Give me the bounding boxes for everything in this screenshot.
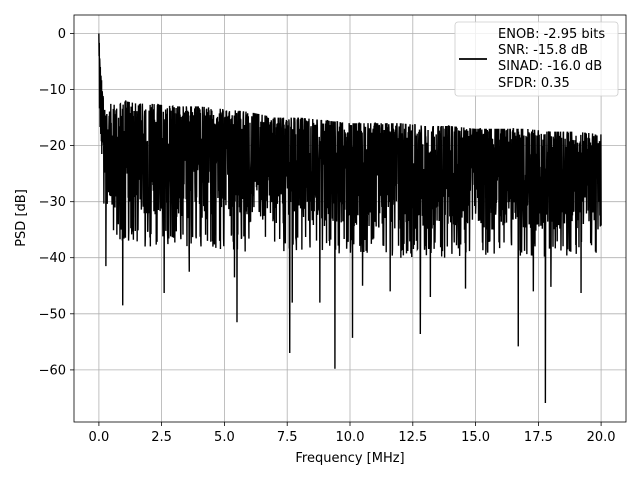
x-tick-label: 10.0 [336,430,365,445]
legend-entry-enob: ENOB: -2.95 bits [498,27,605,42]
x-tick-label: 12.5 [398,430,427,445]
y-axis-label: PSD [dB] [14,189,29,247]
x-tick-label: 7.5 [277,430,298,445]
x-tick-label: 0.0 [89,430,110,445]
x-axis-ticks: 0.0 2.5 5.0 7.5 10.0 12.5 15.0 17.5 20.0 [89,422,616,445]
legend-entry-sinad: SINAD: -16.0 dB [498,59,602,74]
legend: ENOB: -2.95 bits SNR: -15.8 dB SINAD: -1… [454,21,619,97]
y-axis-ticks: 0 −10 −20 −30 −40 −50 −60 [39,27,74,378]
legend-box [454,21,619,97]
x-tick-label: 17.5 [524,430,553,445]
y-tick-label: 0 [58,27,66,42]
x-tick-label: 2.5 [151,430,172,445]
y-tick-label: −40 [39,251,66,266]
legend-entry-snr: SNR: -15.8 dB [498,43,588,58]
x-tick-label: 20.0 [587,430,616,445]
y-tick-label: −30 [39,195,66,210]
y-tick-label: −60 [39,363,66,378]
psd-series-line [98,33,602,403]
x-tick-label: 15.0 [461,430,490,445]
plot-area [98,33,602,403]
y-tick-label: −20 [39,139,66,154]
x-tick-label: 5.0 [214,430,235,445]
y-tick-label: −50 [39,307,66,322]
legend-entry-sfdr: SFDR: 0.35 [498,76,570,91]
x-axis-label: Frequency [MHz] [295,451,404,466]
y-tick-label: −10 [39,83,66,98]
